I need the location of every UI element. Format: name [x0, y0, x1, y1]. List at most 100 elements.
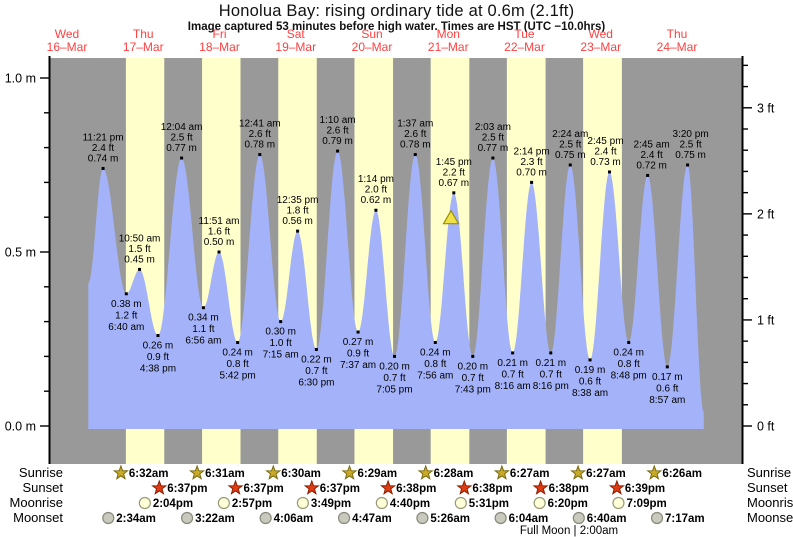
tide-extreme-dot: [452, 191, 456, 195]
moonset-icon: [650, 511, 664, 525]
day-date-label: 18–Mar: [199, 40, 240, 54]
day-date-label: 21–Mar: [428, 40, 469, 54]
moonrise-time: 6:20pm: [548, 498, 588, 510]
high-tide-label: 0.70 m: [516, 167, 547, 178]
astro-rows: Sunrise Sunrise 6:32am 6:31am 6:30am 6:29am 6:…: [10, 464, 793, 537]
day-date-label: 19–Mar: [275, 40, 316, 54]
day-weekday-label: Mon: [437, 27, 460, 41]
low-tide-label: 0.7 ft: [502, 369, 524, 380]
low-tide-label: 0.21 m: [497, 358, 528, 369]
sunset-icon: [151, 479, 168, 495]
tide-extreme-dot: [646, 173, 650, 177]
sunset-time: 6:37pm: [244, 483, 284, 495]
sunrise-time: 6:30am: [281, 468, 321, 480]
tide-extreme-dot: [433, 340, 437, 344]
left-axis-tick-label: 0.5 m: [5, 246, 36, 260]
low-tide-label: 0.21 m: [535, 358, 566, 369]
day-weekday-label: Wed: [589, 27, 613, 41]
high-tide-label: 0.78 m: [400, 140, 431, 151]
tide-extreme-dot: [180, 156, 184, 160]
moonrise-time: 7:09pm: [626, 498, 666, 510]
low-tide-label: 8:57 am: [649, 395, 685, 406]
sunset-time: 6:38pm: [549, 483, 589, 495]
sunset-icon: [227, 479, 244, 495]
low-tide-label: 6:40 am: [108, 322, 144, 333]
tide-extreme-dot: [201, 306, 205, 310]
day-weekday-label: Thu: [667, 27, 688, 41]
low-tide-label: 1.0 ft: [270, 338, 292, 349]
tide-extreme-dot: [156, 334, 160, 338]
low-tide-label: 0.17 m: [652, 372, 683, 383]
sunrise-icon: [189, 464, 206, 480]
sunset-time: 6:39pm: [625, 483, 665, 495]
low-tide-label: 0.8 ft: [618, 359, 640, 370]
high-tide-label: 0.77 m: [478, 143, 509, 154]
moonset-icon: [416, 511, 429, 525]
sunrise-time: 6:29am: [357, 468, 397, 480]
low-tide-label: 0.6 ft: [656, 383, 678, 394]
low-tide-label: 1.1 ft: [192, 324, 214, 335]
low-tide-label: 7:43 pm: [455, 384, 491, 395]
low-tide-label: 0.7 ft: [540, 369, 562, 380]
high-tide-label: 2.4 ft: [92, 143, 114, 154]
day-date-label: 22–Mar: [504, 40, 545, 54]
right-axis-tick-label: 3 ft: [757, 101, 775, 115]
sunrise-icon: [112, 464, 129, 480]
moonrise-icon: [138, 496, 151, 510]
tide-extreme-dot: [530, 180, 534, 184]
high-tide-label: 0.74 m: [88, 153, 119, 164]
day-weekday-label: Tue: [514, 27, 535, 41]
moonset-row-label-left: Moonset: [13, 510, 63, 525]
moonrise-time: 3:49pm: [311, 498, 351, 510]
moonrise-row-label-left: Moonrise: [10, 495, 63, 510]
tide-extreme-dot: [217, 250, 221, 254]
high-tide-label: 2.6 ft: [326, 126, 348, 137]
high-tide-label: 0.50 m: [204, 237, 235, 248]
day-date-label: 24–Mar: [657, 40, 698, 54]
sunset-time: 6:38pm: [396, 483, 436, 495]
moonset-icon: [102, 511, 115, 525]
sunrise-icon: [493, 464, 510, 480]
high-tide-label: 2:45 am: [634, 139, 670, 150]
high-tide-label: 12:35 pm: [277, 195, 319, 206]
high-tide-label: 2.4 ft: [640, 150, 662, 161]
sunrise-icon: [646, 464, 663, 480]
tide-extreme-dot: [511, 351, 515, 355]
low-tide-label: 0.24 m: [613, 347, 644, 358]
tide-extreme-dot: [549, 351, 553, 355]
low-tide-label: 0.38 m: [111, 299, 142, 310]
tide-extreme-dot: [665, 365, 669, 369]
high-tide-label: 1:14 pm: [358, 174, 394, 185]
day-weekday-label: Sun: [361, 27, 382, 41]
current-tide-marker-icon: [442, 209, 460, 225]
sunrise-row-label-left: Sunrise: [19, 465, 63, 480]
high-tide-label: 0.67 m: [439, 178, 470, 189]
tide-extreme-dot: [236, 340, 240, 344]
sunrise-time: 6:27am: [510, 468, 550, 480]
tide-extreme-dot: [258, 153, 262, 157]
day-weekday-label: Sat: [287, 27, 306, 41]
moonset-icon: [494, 511, 507, 525]
low-tide-label: 0.8 ft: [424, 359, 446, 370]
day-date-label: 16–Mar: [47, 40, 88, 54]
moonrise-icon: [612, 496, 625, 510]
high-tide-label: 1.6 ft: [208, 227, 230, 238]
tide-extreme-dot: [138, 267, 142, 271]
high-tide-label: 11:51 am: [199, 216, 240, 227]
low-tide-label: 8:16 am: [495, 381, 531, 392]
high-tide-label: 0.78 m: [245, 140, 276, 151]
moonset-icon: [259, 511, 272, 525]
moonset-time: 4:47am: [352, 513, 392, 525]
low-tide-label: 0.19 m: [575, 365, 606, 376]
tide-extreme-dot: [413, 153, 417, 157]
day-date-label: 20–Mar: [352, 40, 393, 54]
low-tide-label: 7:37 am: [340, 360, 376, 371]
low-tide-label: 0.20 m: [457, 361, 488, 372]
sunset-icon: [532, 479, 549, 495]
high-tide-label: 1.8 ft: [286, 206, 308, 217]
low-tide-label: 0.34 m: [188, 313, 219, 324]
high-tide-label: 0.72 m: [636, 160, 667, 171]
low-tide-label: 5:42 pm: [220, 370, 256, 381]
